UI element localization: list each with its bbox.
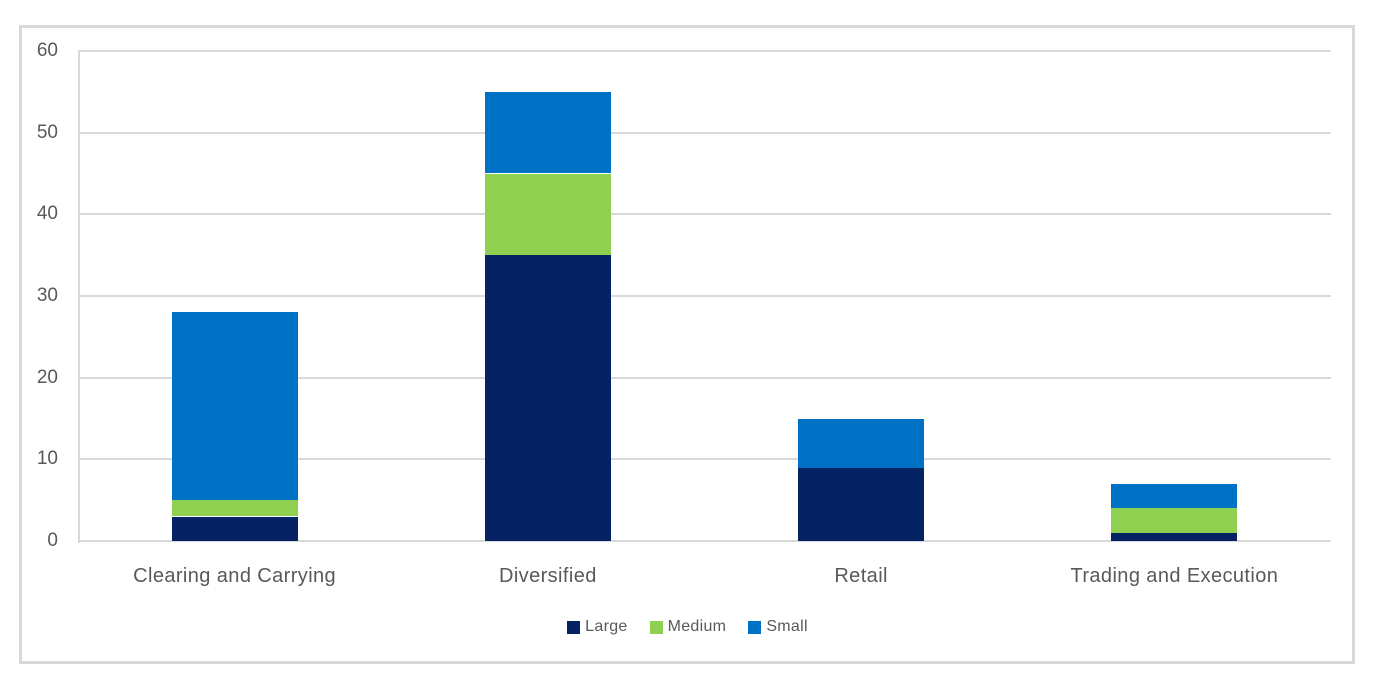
y-tick-label-30: 30 (36, 285, 58, 306)
legend-item-medium[interactable]: Medium (649, 618, 727, 636)
y-tick-label-40: 40 (36, 203, 58, 225)
bar-segment-diversified-small[interactable] (484, 91, 611, 174)
bar-segment-trading-and-execution-medium[interactable] (1111, 508, 1238, 533)
gridline-40 (78, 213, 1331, 216)
legend-swatch-small (748, 620, 762, 634)
bar-segment-clearing-and-carrying-medium[interactable] (171, 500, 298, 517)
bar-segment-retail-small[interactable] (798, 418, 925, 468)
y-tick-label-20: 20 (36, 366, 58, 388)
gridline-20 (78, 376, 1331, 379)
bar-segment-diversified-medium[interactable] (484, 173, 611, 256)
gridline-50 (78, 131, 1331, 134)
y-tick-label-10: 10 (36, 448, 58, 470)
category-label-clearing-and-carrying: Clearing and Carrying (133, 565, 337, 587)
chart-legend: Large Medium Small (0, 618, 1375, 636)
legend-swatch-large (567, 620, 581, 634)
legend-item-large[interactable]: Large (567, 618, 627, 636)
category-label-trading-and-execution: Trading and Execution (1070, 565, 1279, 587)
gridline-60 (78, 50, 1331, 52)
legend-item-small[interactable]: Small (748, 618, 808, 636)
category-label-retail: Retail (834, 565, 888, 587)
bar-segment-trading-and-execution-large[interactable] (1111, 532, 1238, 541)
gridline-30 (78, 295, 1331, 297)
category-label-diversified: Diversified (498, 565, 597, 587)
chart-frame (19, 25, 1355, 664)
y-tick-label-0: 0 (47, 530, 58, 551)
bar-segment-trading-and-execution-small[interactable] (1111, 483, 1238, 509)
legend-label-medium: Medium (667, 618, 727, 635)
gridlines-layer (22, 28, 1352, 661)
x-axis-line (78, 540, 1331, 542)
bar-segment-clearing-and-carrying-small[interactable] (171, 312, 298, 501)
y-tick-label-60: 60 (36, 40, 58, 61)
legend-label-small: Small (766, 618, 808, 635)
bar-segment-clearing-and-carrying-large[interactable] (171, 516, 298, 541)
legend-label-large: Large (585, 618, 628, 635)
gridline-10 (78, 458, 1331, 461)
y-axis-line (78, 51, 80, 543)
legend-swatch-medium (649, 620, 663, 634)
bar-segment-diversified-large[interactable] (484, 255, 611, 541)
y-tick-label-50: 50 (36, 121, 58, 143)
bar-segment-retail-large[interactable] (798, 467, 925, 541)
bars-layer (22, 28, 1352, 661)
